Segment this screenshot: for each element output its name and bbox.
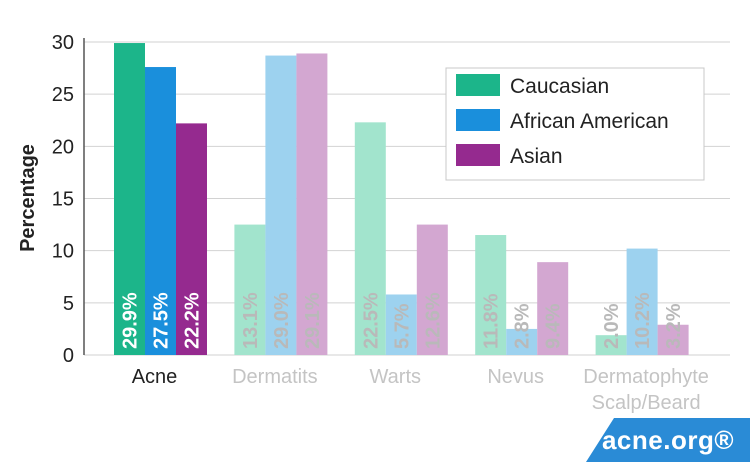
bar-value-label: 13.1% [240,292,262,349]
bar [234,224,266,355]
y-tick-label: 10 [52,241,74,263]
bar [385,294,417,355]
bar-value-label: 5.7% [391,303,413,349]
x-tick-label: Nevus [487,366,544,388]
bar-value-label: 3.2% [663,303,685,349]
legend-label: Asian [510,145,563,168]
x-tick-label: Dermatits [232,366,318,388]
bars: 29.9% 27.5% 22.2% 13.1% 29.0% 29.1% 22.5% 5.7% 1… [114,43,689,356]
y-tick-label: 15 [52,189,74,211]
brand-badge: acne.org® [586,418,750,462]
bar-value-label: 11.8% [481,293,503,349]
bar-value-label: 10.2% [632,292,654,349]
bar-value-label: 2.8% [512,303,534,349]
legend-swatch [456,144,500,166]
y-tick-label: 30 [52,32,74,54]
x-tick-label: Acne [132,366,178,388]
bar-value-label: 29.1% [302,292,324,349]
legend-swatch [456,109,500,131]
legend-label: Caucasian [510,75,609,98]
bar [265,55,297,356]
bar-value-label: 27.5% [151,292,173,349]
bar [416,224,448,355]
y-tick-label: 20 [52,136,74,158]
y-tick-label: 5 [63,293,74,315]
bar [145,67,176,355]
legend-label: African American [510,110,669,133]
brand-logo-text: acne.org® [601,425,734,455]
y-tick-label: 0 [63,345,74,367]
x-tick-label: Scalp/Beard [592,392,701,414]
bar [354,122,386,355]
bar [475,235,507,355]
x-tick-label: Warts [370,366,421,388]
x-axis-labels: Acne Dermatits Warts Nevus Dermatophyte Scalp… [132,366,709,414]
bar [657,324,689,355]
bar [595,335,627,355]
legend-swatch [456,74,500,96]
bar-value-label: 29.9% [120,292,142,349]
bar [296,53,328,356]
x-tick-label: Dermatophyte [583,366,709,388]
bar [506,328,538,355]
bar [626,248,658,355]
bar-value-label: 22.2% [182,292,204,349]
legend: Caucasian African American Asian [445,67,705,181]
y-tick-label: 25 [52,84,74,106]
bar-value-label: 12.6% [422,292,444,349]
bar-value-label: 2.0% [601,303,623,349]
y-axis: 0 5 10 15 20 25 30 [52,32,85,367]
bar-value-label: 29.0% [271,292,293,349]
bar-value-label: 22.5% [360,292,382,349]
bar [537,262,569,355]
y-axis-title: Percentage [17,144,39,252]
bar [114,43,145,355]
bar-value-label: 9.4% [543,303,565,349]
bar [176,123,207,355]
